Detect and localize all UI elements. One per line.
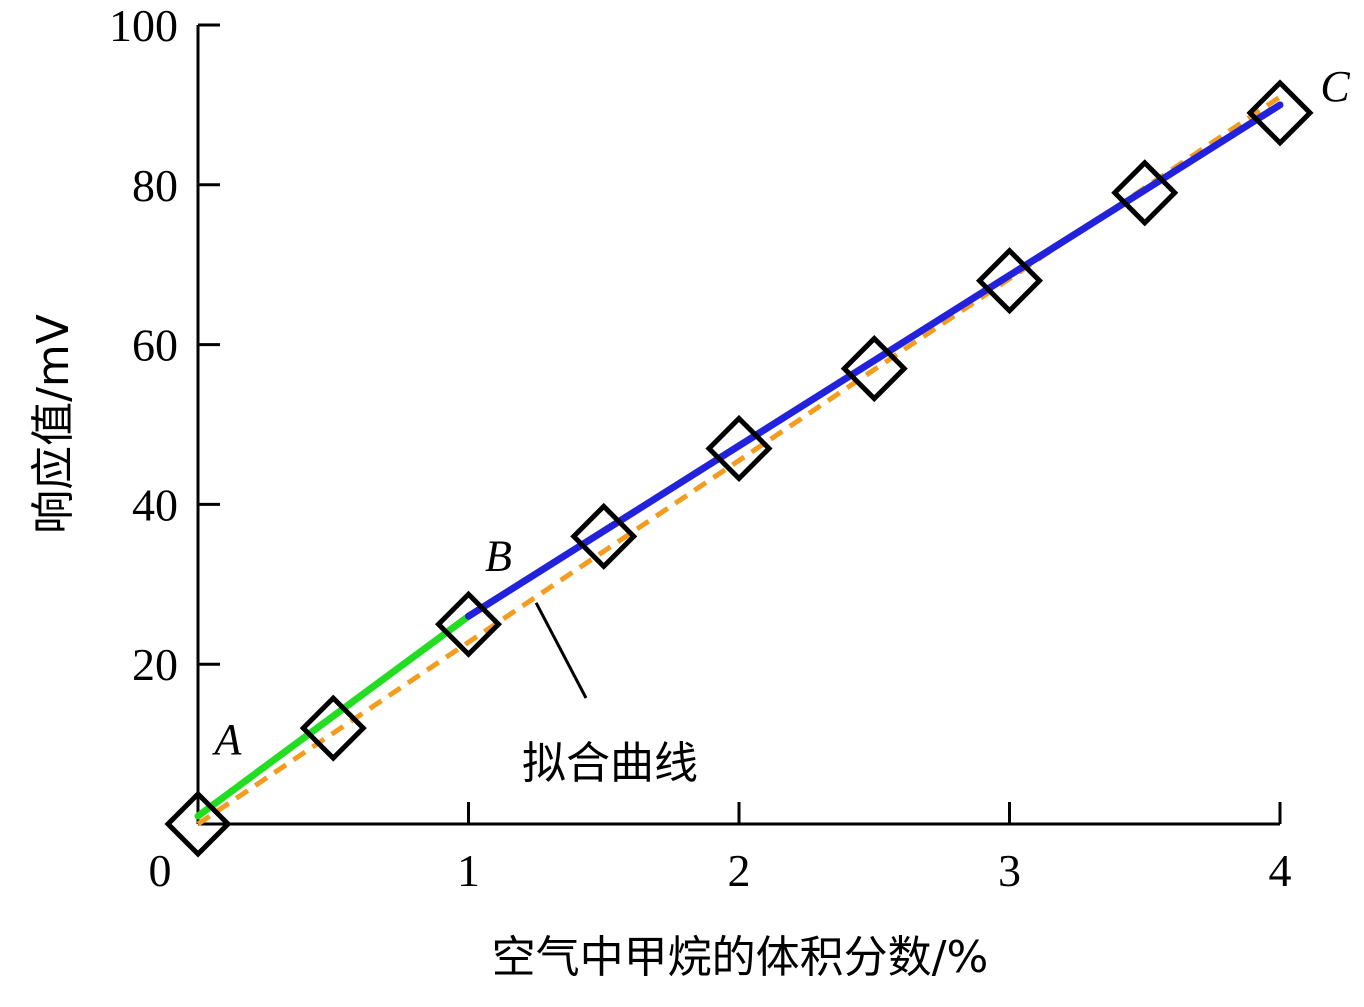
data-point <box>434 590 503 658</box>
x-tick-label: 1 <box>457 845 480 896</box>
x-tick-label: 3 <box>998 845 1021 896</box>
segment-a-b <box>194 612 472 820</box>
y-tick-label: 20 <box>132 639 178 690</box>
data-point <box>1246 79 1314 147</box>
x-tick-label: 4 <box>1269 845 1292 896</box>
data-point <box>1111 159 1179 227</box>
y-tick-label: 80 <box>132 160 178 211</box>
x-tick-label: 2 <box>728 845 751 896</box>
data-point <box>299 694 367 762</box>
point-label-a: A <box>212 715 243 764</box>
y-tick-label: 100 <box>109 0 178 51</box>
data-point <box>570 502 638 570</box>
data-point <box>840 335 908 403</box>
y-tick-label: 40 <box>132 479 178 530</box>
point-label-c: C <box>1320 62 1350 111</box>
y-axis-title: 响应值/mV <box>28 314 79 534</box>
data-point <box>164 790 232 858</box>
point-label-b: B <box>485 531 512 580</box>
fit-curve-label: 拟合曲线 <box>522 738 698 789</box>
data-point <box>705 414 773 483</box>
label-layer: A B C 拟合曲线 <box>212 62 1351 789</box>
x-axis-title: 空气中甲烷的体积分数/% <box>492 932 989 983</box>
segment-b-c <box>465 101 1284 620</box>
data-point <box>975 247 1044 315</box>
segment-layer <box>194 101 1284 820</box>
marker-layer <box>164 79 1314 858</box>
axes: 0 1 2 3 4 20 40 60 80 100 <box>109 0 1292 896</box>
x-tick-label: 0 <box>149 845 172 896</box>
y-tick-label: 60 <box>132 320 178 371</box>
fit-curve-callout-line <box>534 602 588 699</box>
